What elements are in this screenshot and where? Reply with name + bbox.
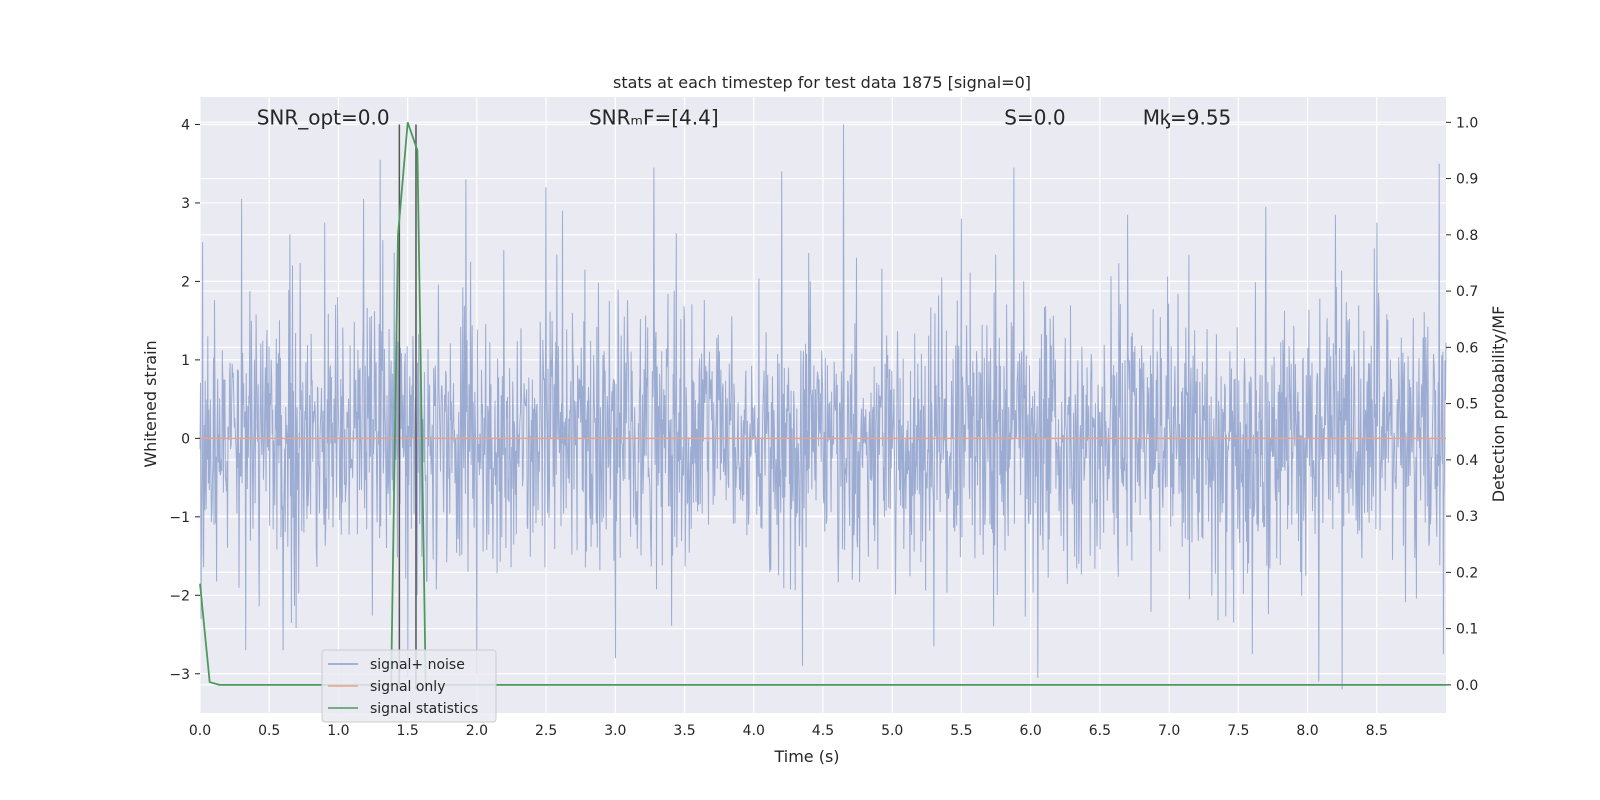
legend-box bbox=[321, 649, 497, 723]
legend: signal+ noise signal only signal statist… bbox=[321, 649, 497, 723]
y-tick-label: 2 bbox=[181, 274, 190, 290]
x-tick-label: 4.5 bbox=[812, 723, 834, 739]
x-axis-ticks: 0.0 0.5 1.0 1.5 2.0 2.5 3.0 3.5 4.0 4.5 5.0 5.5 6.0 6… bbox=[189, 723, 1388, 739]
x-tick-label: 0.5 bbox=[258, 723, 280, 739]
x-tick-label: 7.0 bbox=[1158, 723, 1180, 739]
y-right-tick-label: 0.7 bbox=[1456, 284, 1478, 300]
x-tick-label: 6.0 bbox=[1020, 723, 1042, 739]
y-tick-label: 3 bbox=[181, 196, 190, 212]
series-signal-plus-noise bbox=[199, 124, 1447, 690]
y-right-tick-label: 0.8 bbox=[1456, 228, 1478, 244]
y-right-tick-label: 0.4 bbox=[1456, 453, 1478, 469]
y-axis-label: Whitened strain bbox=[141, 340, 160, 467]
x-tick-label: 8.5 bbox=[1366, 723, 1388, 739]
y-tick-label: 4 bbox=[181, 117, 190, 133]
y-tick-label: −2 bbox=[169, 588, 190, 604]
y-right-tick-label: 0.3 bbox=[1456, 509, 1478, 525]
y-right-tick-label: 1.0 bbox=[1456, 115, 1478, 131]
y-right-tick-label: 0.9 bbox=[1456, 172, 1478, 188]
x-tick-label: 5.0 bbox=[881, 723, 903, 739]
x-tick-label: 3.0 bbox=[604, 723, 626, 739]
legend-label-noise: signal+ noise bbox=[370, 657, 465, 673]
y-tick-label: −3 bbox=[169, 667, 190, 683]
x-tick-label: 8.0 bbox=[1296, 723, 1318, 739]
x-tick-label: 2.5 bbox=[535, 723, 557, 739]
y-right-tick-label: 0.1 bbox=[1456, 622, 1478, 638]
x-tick-label: 1.0 bbox=[327, 723, 349, 739]
x-tick-label: 3.5 bbox=[673, 723, 695, 739]
y-right-tick-label: 0.5 bbox=[1456, 397, 1478, 413]
y-right-tick-label: 0.0 bbox=[1456, 678, 1478, 694]
legend-label-statistics: signal statistics bbox=[370, 701, 478, 717]
noise-line bbox=[199, 124, 1447, 690]
x-tick-label: 4.0 bbox=[743, 723, 765, 739]
x-tick-label: 2.0 bbox=[466, 723, 488, 739]
x-tick-label: 5.5 bbox=[950, 723, 972, 739]
x-tick-label: 6.5 bbox=[1089, 723, 1111, 739]
y-right-tick-label: 0.6 bbox=[1456, 340, 1478, 356]
y-tick-label: −1 bbox=[169, 510, 190, 526]
x-axis-label: Time (s) bbox=[773, 747, 839, 766]
annotation-text: S=0.0 bbox=[1004, 105, 1065, 129]
chart-title: stats at each timestep for test data 187… bbox=[613, 73, 1031, 92]
x-tick-label: 0.0 bbox=[189, 723, 211, 739]
annotation-text: Mᶄ=9.55 bbox=[1143, 105, 1232, 129]
x-tick-label: 7.5 bbox=[1227, 723, 1249, 739]
y-tick-label: 0 bbox=[181, 431, 190, 447]
y-tick-label: 1 bbox=[181, 353, 190, 369]
annotation-text: SNR_opt=0.0 bbox=[257, 105, 390, 129]
y-right-tick-label: 0.2 bbox=[1456, 565, 1478, 581]
y-axis-ticks: −3 −2 −1 0 1 2 3 4 bbox=[169, 117, 200, 683]
annotation-text: SNRₘF=[4.4] bbox=[589, 105, 719, 129]
x-tick-label: 1.5 bbox=[397, 723, 419, 739]
legend-label-signal-only: signal only bbox=[370, 679, 445, 695]
annotations: SNR_opt=0.0 SNRₘF=[4.4] S=0.0 Mᶄ=9.55 bbox=[257, 105, 1232, 129]
y-axis-right-ticks: 0.0 0.1 0.2 0.3 0.4 0.5 0.6 0.7 0.8 0.9 1.0 bbox=[1446, 115, 1478, 694]
y-axis-right-label: Detection probability/MF bbox=[1489, 306, 1508, 503]
